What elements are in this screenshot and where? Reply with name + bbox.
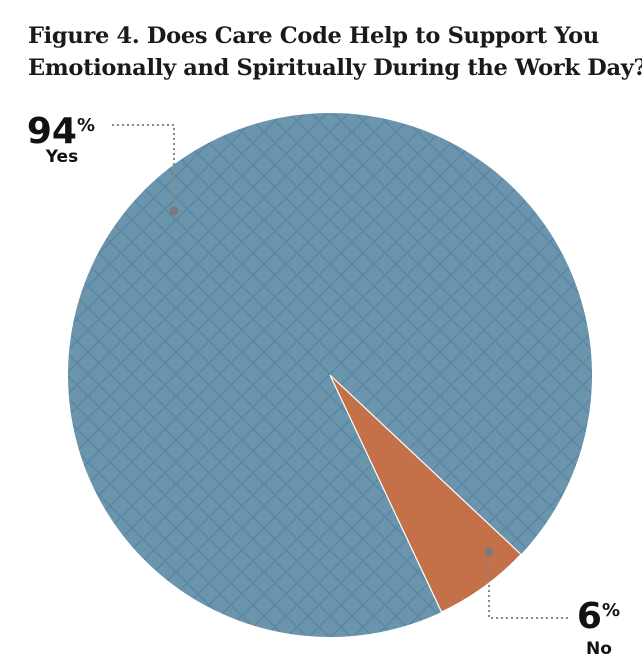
slice-label-no-category: No [586, 639, 612, 659]
slice-label-yes-percent-sign: % [77, 115, 95, 136]
chart-title-line-2: Emotionally and Spiritually During the W… [28, 55, 642, 81]
slice-label-yes-value: 94 [27, 111, 77, 152]
slice-label-no-percent: 6% [577, 596, 620, 637]
leader-line-no [488, 555, 568, 619]
leader-line-yes [112, 124, 175, 208]
slice-label-no-value: 6 [577, 596, 602, 637]
slice-labels: 94% Yes 6% No [27, 111, 620, 659]
leader-dot-yes [169, 206, 179, 216]
slice-label-yes-percent: 94% [27, 111, 95, 152]
chart-title: Figure 4. Does Care Code Help to Support… [28, 20, 642, 84]
chart-title-line-1: Figure 4. Does Care Code Help to Support… [28, 23, 599, 49]
pie-slices [68, 112, 593, 637]
leader-dot-no [484, 547, 494, 557]
leader-lines [112, 124, 568, 619]
slice-label-yes-category: Yes [45, 147, 78, 167]
slice-label-no-percent-sign: % [602, 600, 620, 621]
pie-slice-no [329, 374, 522, 613]
